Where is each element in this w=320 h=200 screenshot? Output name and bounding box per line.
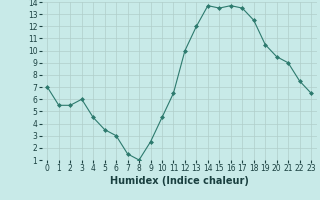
X-axis label: Humidex (Indice chaleur): Humidex (Indice chaleur) [110, 176, 249, 186]
